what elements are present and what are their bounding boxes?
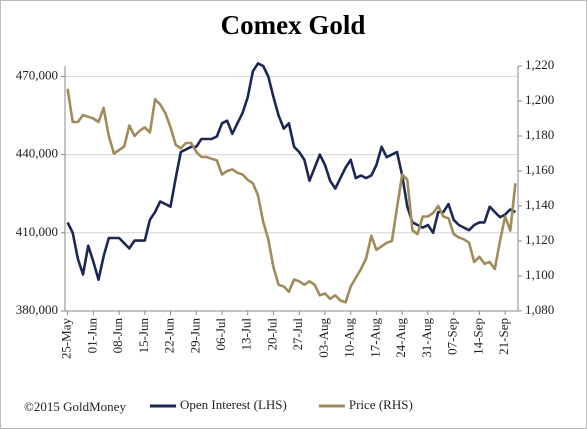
x-tick-label: 20-Jul [264, 318, 279, 351]
y2-tick-label: 1,220 [525, 57, 554, 72]
series-line [66, 88, 517, 304]
y-tick-label: 440,000 [16, 146, 58, 161]
y2-tick-label: 1,140 [525, 197, 554, 212]
legend-label: Open Interest (LHS) [180, 397, 287, 412]
credit: ©2015 GoldMoney [24, 399, 126, 414]
chart-title: Comex Gold [221, 10, 366, 40]
y-tick-label: 380,000 [16, 302, 58, 317]
x-tick-label: 22-Jun [162, 318, 177, 354]
x-tick-label: 07-Sep [445, 318, 460, 355]
x-tick-label: 17-Aug [367, 318, 382, 358]
x-tick-label: 06-Jul [213, 318, 228, 351]
y2-tick-label: 1,180 [525, 127, 554, 142]
x-tick-label: 29-Jun [187, 318, 202, 354]
y2-tick-label: 1,200 [525, 92, 554, 107]
x-tick-label: 25-May [59, 318, 74, 360]
x-tick-label: 13-Jul [239, 318, 254, 351]
x-tick-label: 24-Aug [393, 318, 408, 358]
x-tick-label: 31-Aug [419, 318, 434, 358]
y2-tick-label: 1,100 [525, 267, 554, 282]
x-tick-label: 01-Jun [84, 318, 99, 354]
x-tick-label: 08-Jun [110, 318, 125, 354]
y-tick-label: 410,000 [16, 224, 58, 239]
y-tick-label: 470,000 [16, 67, 58, 82]
y2-tick-label: 1,120 [525, 232, 554, 247]
x-tick-label: 14-Sep [470, 318, 485, 355]
y2-tick-label: 1,080 [525, 302, 554, 317]
x-tick-label: 15-Jun [136, 318, 151, 354]
x-tick-label: 21-Sep [496, 318, 511, 355]
x-tick-label: 03-Aug [316, 318, 331, 358]
x-tick-label: 27-Jul [290, 318, 305, 351]
legend-label: Price (RHS) [349, 397, 413, 412]
y2-tick-label: 1,160 [525, 162, 554, 177]
x-tick-label: 10-Aug [342, 318, 357, 358]
